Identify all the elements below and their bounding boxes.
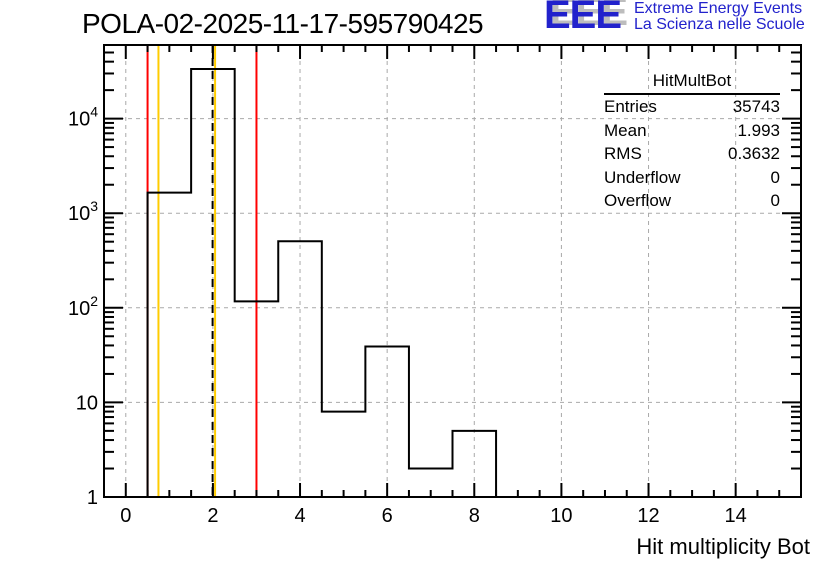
- svg-text:12: 12: [637, 505, 659, 527]
- eee-logo-text: Extreme Energy Events La Scienza nelle S…: [634, 1, 805, 33]
- svg-text:10: 10: [550, 505, 572, 527]
- axis-ticks: [104, 45, 801, 498]
- stats-box-rows: Entries 35743 Mean 1.993 RMS 0.3632 Underflow 0…: [604, 95, 780, 213]
- svg-text:0: 0: [120, 505, 131, 527]
- stats-box-title: HitMultBot: [604, 70, 780, 95]
- stats-row-label: Underflow: [604, 167, 681, 187]
- stats-row: Mean 1.993: [604, 119, 780, 143]
- grid-lines: [104, 45, 801, 497]
- y-tick-labels: 1 10 102 103 104: [68, 104, 98, 509]
- stats-row: RMS 0.3632: [604, 142, 780, 166]
- svg-text:1: 1: [87, 487, 98, 509]
- plot-title: POLA-02-2025-11-17-595790425: [82, 8, 484, 39]
- stats-box: HitMultBot Entries 35743 Mean 1.993 RMS 0.363…: [604, 70, 780, 213]
- x-axis-title: Hit multiplicity Bot: [636, 534, 810, 559]
- stats-row: Underflow 0: [604, 166, 780, 190]
- stats-row-label: Overflow: [604, 191, 672, 210]
- stats-row-value: 0: [770, 167, 780, 187]
- stats-row-label: Mean: [604, 120, 647, 140]
- x-tick-labels: 0 2 4 6 8 10 12 14: [120, 505, 747, 527]
- svg-text:104: 104: [68, 104, 98, 131]
- stats-row-value: 0: [770, 191, 780, 210]
- svg-text:2: 2: [207, 505, 218, 527]
- stats-row-label: Entries: [604, 97, 657, 116]
- eee-logo-line1: Extreme Energy Events: [634, 0, 803, 17]
- stats-row-value: 0.3632: [728, 144, 780, 163]
- svg-text:4: 4: [294, 505, 305, 527]
- stats-row-value: 1.993: [737, 120, 780, 140]
- svg-text:14: 14: [725, 505, 747, 527]
- histogram-step: [146, 68, 498, 497]
- svg-text:6: 6: [382, 505, 393, 527]
- svg-text:103: 103: [68, 198, 98, 225]
- stats-row-label: RMS: [604, 144, 642, 163]
- eee-logo-acronym: EEE: [544, 0, 622, 37]
- stats-row: Entries 35743: [604, 95, 780, 119]
- stats-row-value: 35743: [732, 97, 780, 116]
- threshold-lines: [146, 45, 258, 497]
- eee-logo-line2: La Scienza nelle Scuole: [634, 16, 805, 33]
- svg-text:8: 8: [469, 505, 480, 527]
- svg-text:10: 10: [76, 392, 98, 414]
- stats-row: Overflow 0: [604, 189, 780, 213]
- svg-text:102: 102: [68, 293, 98, 320]
